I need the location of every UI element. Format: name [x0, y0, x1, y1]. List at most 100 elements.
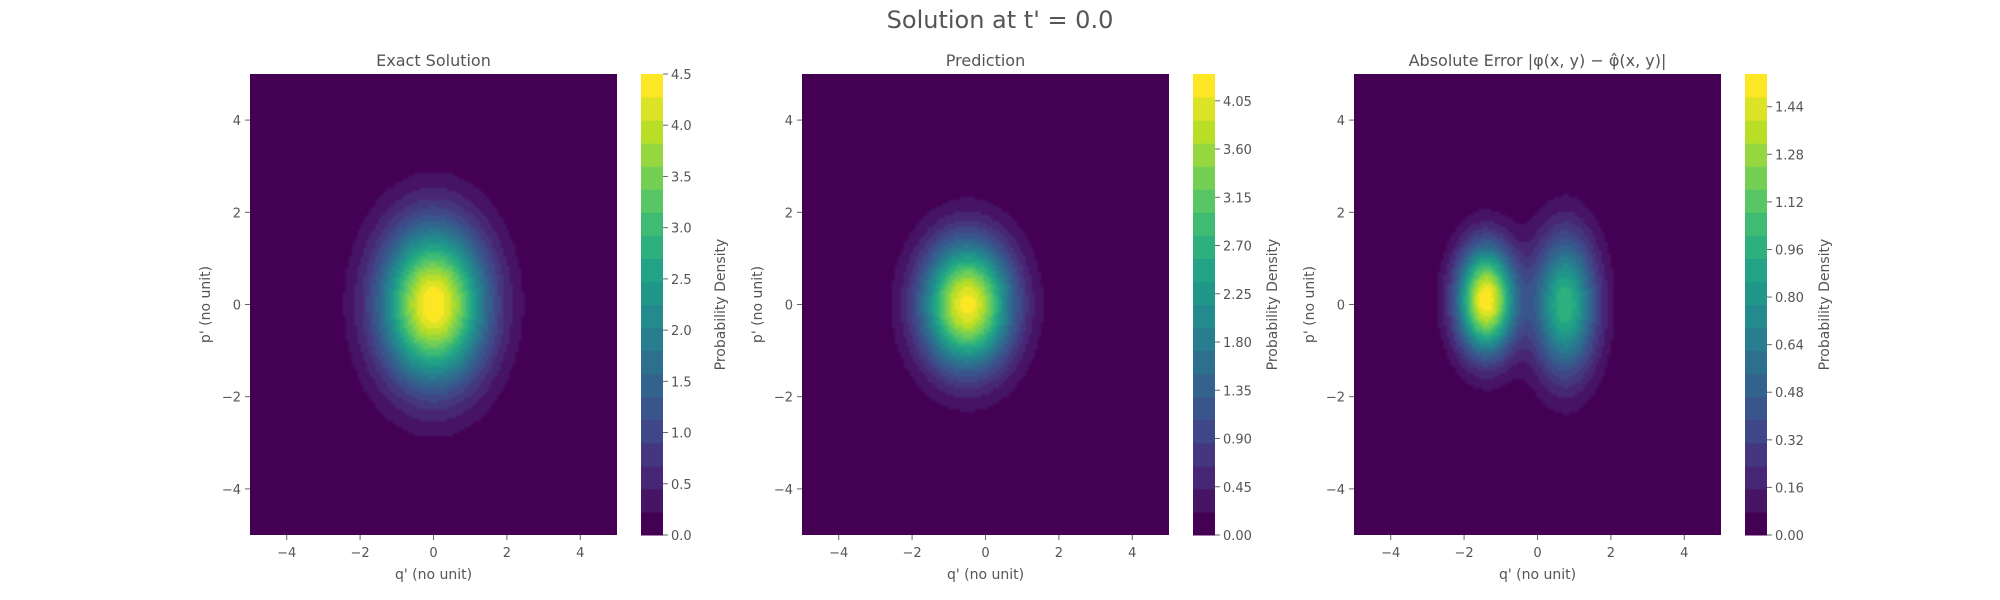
colorbar-level — [1193, 258, 1215, 282]
colorbar-tick-label: 1.12 — [1775, 196, 1804, 211]
colorbar-tick-label: 0.80 — [1775, 291, 1804, 306]
x-axis-label: q' (no unit) — [947, 567, 1024, 583]
panel-title: Absolute Error |φ(x, y) − φ̂(x, y)| — [1409, 51, 1667, 70]
colorbar-level — [1745, 166, 1767, 190]
figure-suptitle: Solution at t' = 0.0 — [886, 6, 1114, 34]
x-tick-label: 0 — [981, 546, 989, 561]
colorbar-label: Probability Density — [1817, 239, 1833, 371]
colorbar-tick-label: 0.5 — [671, 478, 692, 493]
colorbar-tick-label: 2.0 — [671, 324, 692, 339]
colorbar-level — [1745, 373, 1767, 398]
colorbar-level — [1193, 442, 1215, 467]
colorbar-label: Probability Density — [1265, 239, 1281, 371]
colorbar-level — [1193, 373, 1215, 398]
colorbar-level — [641, 488, 663, 513]
colorbar-level — [641, 465, 663, 490]
colorbar-level — [641, 97, 663, 121]
y-axis-label: p' (no unit) — [1302, 266, 1318, 343]
heatmap-field — [250, 74, 617, 535]
colorbar-tick-label: 4.0 — [671, 119, 692, 134]
colorbar-tick-label: 1.28 — [1775, 148, 1804, 163]
colorbar-level — [1193, 281, 1215, 305]
colorbar-tick-label: 0.64 — [1775, 339, 1804, 354]
colorbar: 0.00 0.16 0.32 0.48 0.64 0.80 0.96 1.12 1.28 1.44… — [1745, 74, 1833, 544]
colorbar-level — [641, 396, 663, 421]
x-tick-label: −4 — [829, 546, 848, 561]
colorbar-level — [1193, 166, 1215, 190]
colorbar-level — [1193, 350, 1215, 375]
colorbar-level — [641, 327, 663, 352]
chart-panel-1: Exact Solution −4 −2 0 2 4 −4 −2 0 2 4 q' (no unit)… — [198, 51, 729, 583]
colorbar-tick-label: 1.5 — [671, 375, 692, 390]
colorbar-tick-label: 3.5 — [671, 170, 692, 185]
y-tick-label: 4 — [1337, 114, 1345, 129]
colorbar-level — [641, 419, 663, 444]
colorbar-tick-label: 3.0 — [671, 222, 692, 237]
colorbar-tick-label: 1.0 — [671, 427, 692, 442]
colorbar-level — [1193, 327, 1215, 352]
colorbar-level — [1745, 465, 1767, 490]
colorbar-tick-label: 0.96 — [1775, 243, 1804, 258]
y-tick-label: −2 — [1326, 391, 1345, 406]
colorbar-level — [1745, 235, 1767, 259]
colorbar-level — [1193, 419, 1215, 444]
colorbar-level — [641, 350, 663, 375]
chart-panel-2: Prediction −4 −2 0 2 4 −4 −2 0 2 4 q' (no unit) p' (… — [750, 51, 1281, 583]
colorbar-level — [641, 258, 663, 282]
y-tick-label: −2 — [222, 391, 241, 406]
colorbar-tick-label: 0.00 — [1223, 529, 1252, 544]
colorbar: 0.0 0.5 1.0 1.5 2.0 2.5 3.0 3.5 4.0 4.5 Probabilit… — [641, 68, 729, 544]
colorbar-level — [1193, 235, 1215, 259]
colorbar-level — [1193, 97, 1215, 121]
chart-panel-3: Absolute Error |φ(x, y) − φ̂(x, y)| −4 −2 0… — [1302, 51, 1833, 583]
x-tick-label: −4 — [277, 546, 296, 561]
x-tick-label: 2 — [1055, 546, 1063, 561]
colorbar-level — [1745, 511, 1767, 536]
y-axis-label: p' (no unit) — [750, 266, 766, 343]
colorbar-level — [641, 120, 663, 144]
colorbar-level — [1745, 258, 1767, 282]
colorbar-tick-label: 0.45 — [1223, 481, 1252, 496]
colorbar-level — [641, 166, 663, 190]
colorbar-level — [1193, 304, 1215, 329]
x-tick-label: −2 — [903, 546, 922, 561]
colorbar-level — [1745, 396, 1767, 421]
colorbar-level — [1745, 143, 1767, 167]
y-tick-label: 2 — [785, 206, 793, 221]
colorbar-level — [641, 281, 663, 305]
y-tick-label: 4 — [233, 114, 241, 129]
colorbar-level — [1745, 350, 1767, 375]
colorbar: 0.00 0.45 0.90 1.35 1.80 2.25 2.70 3.15 3.60 4.05… — [1193, 74, 1281, 544]
colorbar-label: Probability Density — [713, 239, 729, 371]
x-tick-label: −4 — [1381, 546, 1400, 561]
y-tick-label: −4 — [222, 483, 241, 498]
x-tick-label: 4 — [576, 546, 584, 561]
colorbar-level — [641, 189, 663, 213]
colorbar-level — [1745, 97, 1767, 121]
colorbar-tick-label: 2.5 — [671, 273, 692, 288]
colorbar-level — [641, 511, 663, 536]
colorbar-level — [1745, 74, 1767, 98]
colorbar-level — [1193, 189, 1215, 213]
colorbar-level — [1745, 212, 1767, 236]
y-tick-label: 0 — [1337, 299, 1345, 314]
x-tick-label: 2 — [1607, 546, 1615, 561]
x-tick-label: 0 — [429, 546, 437, 561]
colorbar-level — [1193, 396, 1215, 421]
colorbar-level — [1193, 488, 1215, 513]
heatmap-field — [1354, 74, 1721, 535]
colorbar-level — [641, 143, 663, 167]
colorbar-tick-label: 1.35 — [1223, 384, 1252, 399]
colorbar-level — [1745, 419, 1767, 444]
colorbar-tick-label: 0.32 — [1775, 434, 1804, 449]
colorbar-level — [641, 304, 663, 329]
colorbar-tick-label: 3.60 — [1223, 143, 1252, 158]
colorbar-level — [1745, 442, 1767, 467]
x-tick-label: 4 — [1680, 546, 1688, 561]
x-tick-label: 0 — [1533, 546, 1541, 561]
y-tick-label: −4 — [1326, 483, 1345, 498]
colorbar-level — [1745, 120, 1767, 144]
colorbar-level — [1745, 488, 1767, 513]
colorbar-tick-label: 0.48 — [1775, 386, 1804, 401]
colorbar-level — [641, 212, 663, 236]
